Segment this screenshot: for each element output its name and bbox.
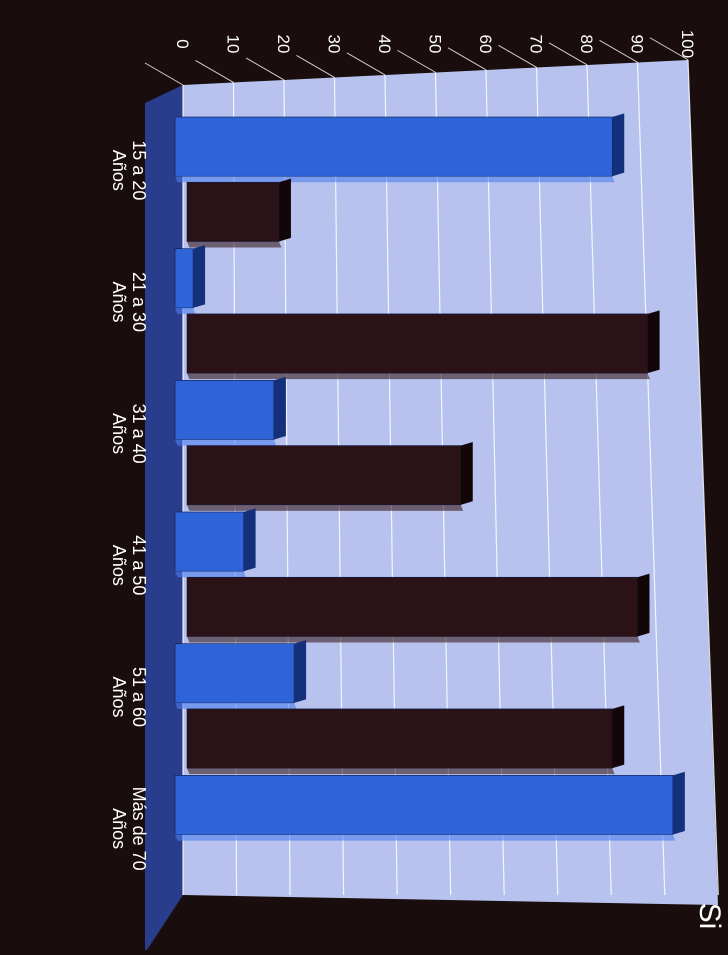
bar [174,380,275,440]
bar-bottom-face [187,504,464,511]
tick-label: 100 [678,30,697,58]
gridline-depth [245,57,285,81]
tick-label: 0 [173,39,192,48]
bar-end-face [612,705,625,769]
bar [174,775,674,835]
category-label: 31 a 40Años [109,404,149,464]
tick-label: 30 [325,35,344,54]
bar-end-face [612,113,625,177]
chart-title: Si [693,903,726,930]
category-label: 41 a 50Años [109,535,149,595]
gridline-depth [144,62,184,86]
category-label: 51 a 60Años [109,667,149,727]
gridline-depth [498,44,537,68]
category-label-line: Más de 70 [129,787,149,871]
category-label: Más de 70Años [109,787,149,871]
gridline [636,62,666,896]
bar [174,643,295,704]
gridline-depth [195,60,234,83]
gridline-depth [548,42,588,66]
value-axis-ticks: 0 10 20 30 40 50 60 70 80 90 100 [173,30,697,58]
bar-end-face [647,310,660,374]
category-label-line: Años [109,545,129,586]
tick-label: 40 [375,35,394,54]
gridline [687,59,719,896]
bar-bottom-face [175,702,297,709]
bar [186,313,648,374]
plot-floor [145,85,183,953]
category-label-line: 31 a 40 [129,404,149,464]
bar-end-face [243,508,256,572]
bar [174,511,244,572]
tick-label: 50 [426,35,445,54]
category-label-line: Años [109,413,129,454]
tick-label: 70 [527,35,546,54]
tick-label: 20 [274,35,293,54]
category-label-line: Años [109,150,129,191]
bar [186,576,638,637]
gridline-depth [599,39,638,63]
category-label: 21 a 30Años [109,272,149,332]
bar-bottom-face [187,373,650,380]
gridline-depth [447,47,487,71]
category-label-line: 51 a 60 [129,667,149,727]
bar [174,116,613,177]
bar [186,708,613,769]
gridline-depth [649,37,689,61]
bar-end-face [193,245,206,308]
bar-bottom-face [187,636,640,643]
bar [186,445,462,506]
bar-end-face [460,441,473,505]
bar-bottom-face [175,439,277,446]
bar-bottom-face [187,241,282,248]
bar-bottom-face [187,768,615,775]
bar-end-face [672,771,685,835]
bars [174,113,685,841]
bar-bottom-face [175,307,196,314]
category-label: 15 a 20Años [109,140,149,200]
category-label-line: 15 a 20 [129,140,149,200]
gridline-depth [346,52,386,76]
bar [186,181,280,242]
tick-label: 60 [476,35,495,54]
bar [174,248,194,309]
category-label-line: 21 a 30 [129,272,149,332]
tick-label: 90 [628,35,647,54]
tick-label: 80 [577,35,596,54]
category-label-line: Años [109,676,129,717]
bar-end-face [278,178,291,242]
bar-bottom-face [175,176,615,183]
gridline-depth [397,49,436,73]
bar-end-face [637,573,650,637]
category-label-line: Años [109,808,129,849]
bar-end-face [294,640,307,703]
bar-bottom-face [175,571,246,578]
category-label-line: 41 a 50 [129,535,149,595]
tick-label: 10 [224,35,243,54]
bar-end-face [273,376,286,440]
bar-bottom-face [175,834,676,841]
gridline-depth [296,54,335,78]
category-label-line: Años [109,281,129,322]
